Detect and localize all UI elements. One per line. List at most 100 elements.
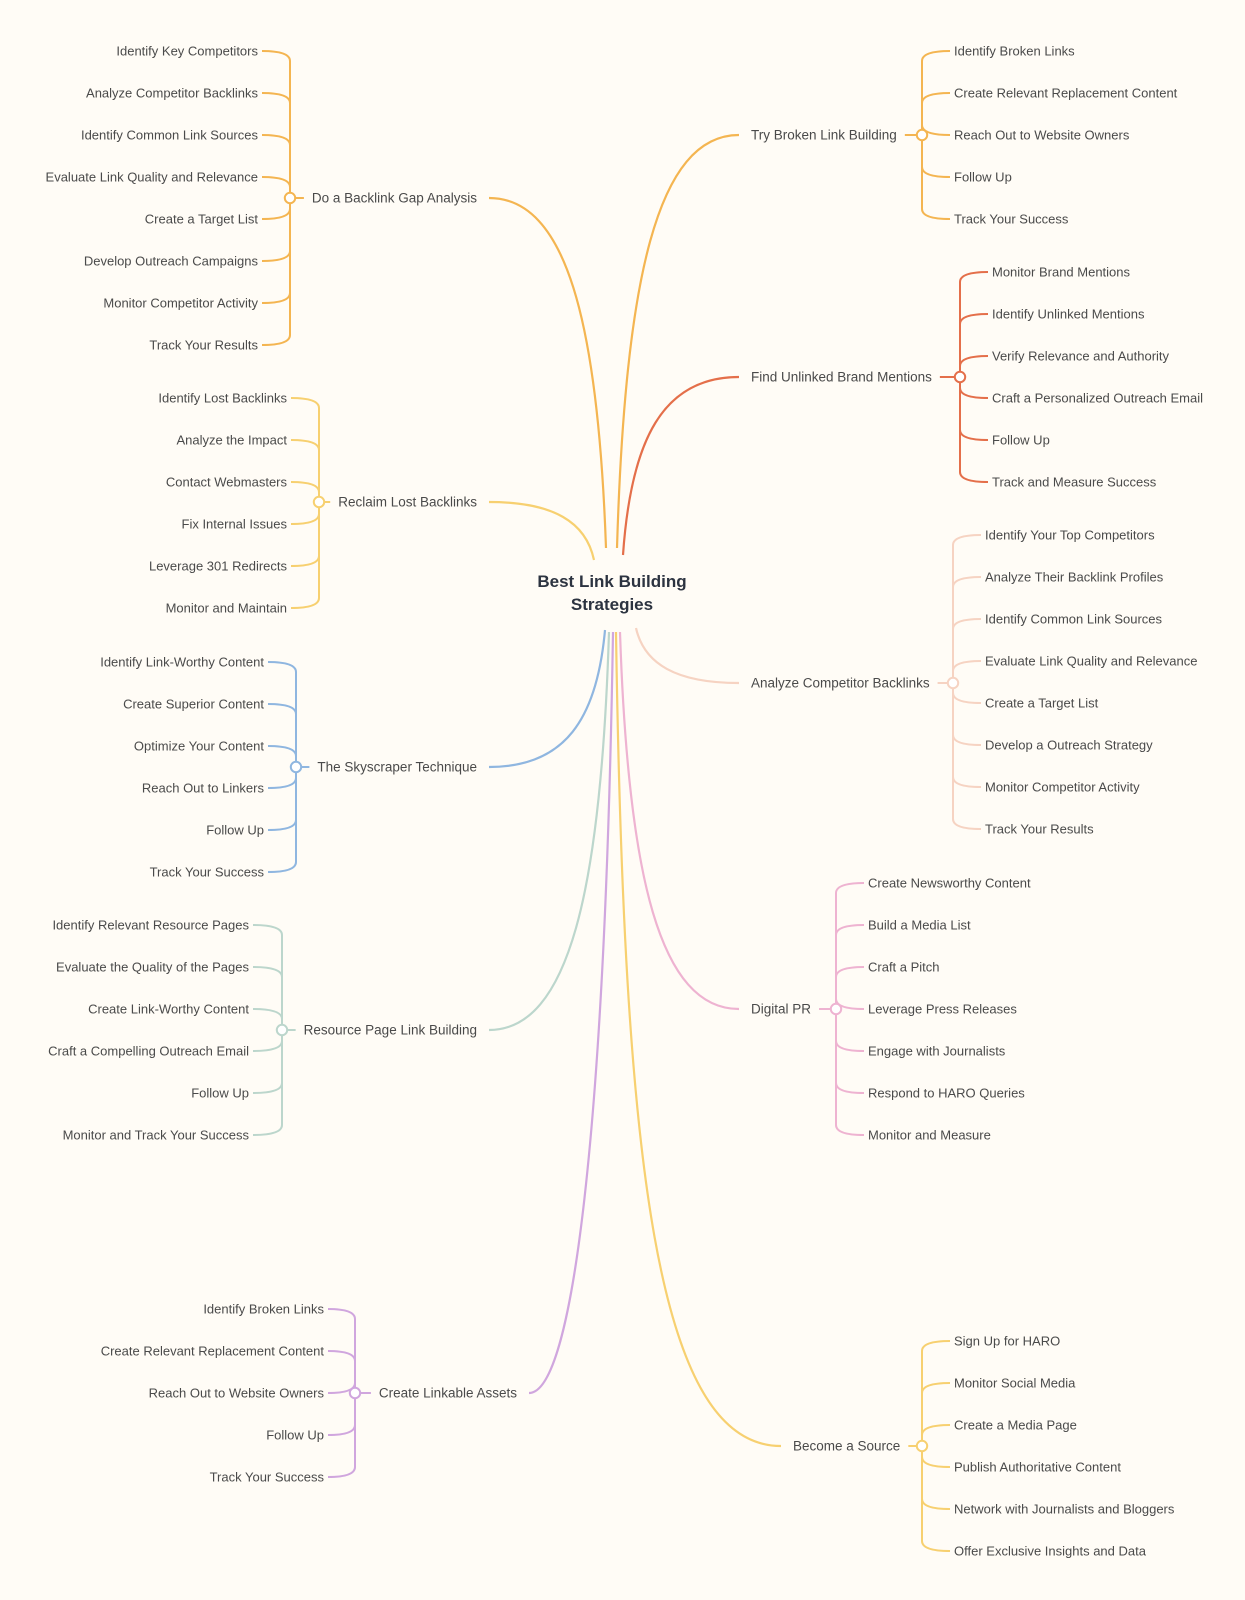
leaf-unlinked-mentions-6[interactable]: Track and Measure Success [992, 475, 1157, 490]
leaf-become-source-6[interactable]: Offer Exclusive Insights and Data [954, 1544, 1147, 1559]
leaf-resource-page-3[interactable]: Create Link-Worthy Content [88, 1002, 249, 1017]
leaf-become-source-3[interactable]: Create a Media Page [954, 1418, 1077, 1433]
leaf-competitor-backlinks-6[interactable]: Develop a Outreach Strategy [985, 738, 1153, 753]
leaf-digital-pr-6[interactable]: Respond to HARO Queries [868, 1086, 1025, 1101]
branch-become-source: Become a Source Sign Up for HARO Monitor S… [793, 1334, 1175, 1559]
leaf-backlink-gap-8[interactable]: Track Your Results [149, 338, 258, 353]
branch-label-linkable-assets[interactable]: Create Linkable Assets [379, 1386, 517, 1401]
leaf-connector [261, 198, 291, 304]
leaf-skyscraper-4[interactable]: Reach Out to Linkers [142, 781, 265, 796]
hub-node-reclaim-lost[interactable] [312, 495, 326, 509]
branch-connector-resource-page [488, 631, 611, 1032]
leaf-competitor-backlinks-5[interactable]: Create a Target List [985, 696, 1099, 711]
leaf-connector [835, 1009, 865, 1136]
leaf-digital-pr-4[interactable]: Leverage Press Releases [868, 1002, 1017, 1017]
leaf-become-source-1[interactable]: Sign Up for HARO [954, 1334, 1060, 1349]
hub-node-unlinked-mentions[interactable] [953, 370, 967, 384]
leaf-linkable-assets-1[interactable]: Identify Broken Links [203, 1302, 324, 1317]
leaf-connector [921, 124, 951, 136]
leaf-reclaim-lost-4[interactable]: Fix Internal Issues [182, 517, 288, 532]
leaf-broken-link-4[interactable]: Follow Up [954, 170, 1012, 185]
leaf-digital-pr-5[interactable]: Engage with Journalists [868, 1044, 1006, 1059]
branch-label-resource-page[interactable]: Resource Page Link Building [304, 1023, 477, 1038]
branch-label-broken-link[interactable]: Try Broken Link Building [751, 128, 897, 143]
hub-node-resource-page[interactable] [275, 1023, 289, 1037]
leaf-skyscraper-5[interactable]: Follow Up [206, 823, 264, 838]
leaf-competitor-backlinks-7[interactable]: Monitor Competitor Activity [985, 780, 1140, 795]
leaf-digital-pr-1[interactable]: Create Newsworthy Content [868, 876, 1031, 891]
leaf-skyscraper-3[interactable]: Optimize Your Content [134, 739, 264, 754]
leaf-reclaim-lost-2[interactable]: Analyze the Impact [176, 433, 287, 448]
leaf-reclaim-lost-1[interactable]: Identify Lost Backlinks [158, 391, 287, 406]
leaf-skyscraper-1[interactable]: Identify Link-Worthy Content [100, 655, 264, 670]
leaf-connector [835, 1009, 865, 1052]
leaf-connector [959, 271, 989, 377]
leaf-resource-page-4[interactable]: Craft a Compelling Outreach Email [48, 1044, 249, 1059]
root-node[interactable]: Best Link Building Strategies [537, 572, 686, 614]
leaf-backlink-gap-1[interactable]: Identify Key Competitors [116, 44, 258, 59]
hub-node-skyscraper[interactable] [289, 760, 303, 774]
leaf-unlinked-mentions-1[interactable]: Monitor Brand Mentions [992, 265, 1131, 280]
branch-label-become-source[interactable]: Become a Source [793, 1439, 900, 1454]
leaf-backlink-gap-3[interactable]: Identify Common Link Sources [81, 128, 259, 143]
leaf-become-source-4[interactable]: Publish Authoritative Content [954, 1460, 1121, 1475]
leaf-connector [252, 1030, 283, 1094]
leaf-backlink-gap-2[interactable]: Analyze Competitor Backlinks [86, 86, 258, 101]
leaf-linkable-assets-3[interactable]: Reach Out to Website Owners [149, 1386, 325, 1401]
leaf-broken-link-3[interactable]: Reach Out to Website Owners [954, 128, 1130, 143]
leaf-become-source-5[interactable]: Network with Journalists and Bloggers [954, 1502, 1175, 1517]
leaf-unlinked-mentions-2[interactable]: Identify Unlinked Mentions [992, 307, 1145, 322]
hub-node-backlink-gap[interactable] [283, 191, 297, 205]
leaf-unlinked-mentions-5[interactable]: Follow Up [992, 433, 1050, 448]
hub-node-broken-link[interactable] [915, 128, 929, 142]
leaf-linkable-assets-5[interactable]: Track Your Success [210, 1470, 325, 1485]
branch-competitor-backlinks: Analyze Competitor Backlinks Identify You… [751, 528, 1197, 837]
branch-label-skyscraper[interactable]: The Skyscraper Technique [317, 760, 477, 775]
hub-node-digital-pr[interactable] [829, 1002, 843, 1016]
leaf-linkable-assets-4[interactable]: Follow Up [266, 1428, 324, 1443]
leaf-backlink-gap-4[interactable]: Evaluate Link Quality and Relevance [46, 170, 258, 185]
leaf-reclaim-lost-3[interactable]: Contact Webmasters [166, 475, 288, 490]
leaf-reclaim-lost-5[interactable]: Leverage 301 Redirects [149, 559, 288, 574]
leaf-become-source-2[interactable]: Monitor Social Media [954, 1376, 1076, 1391]
leaf-backlink-gap-6[interactable]: Develop Outreach Campaigns [84, 254, 259, 269]
leaf-connector [252, 924, 283, 1030]
leaf-digital-pr-3[interactable]: Craft a Pitch [868, 960, 940, 975]
leaf-skyscraper-6[interactable]: Track Your Success [150, 865, 265, 880]
hub-node-become-source[interactable] [915, 1439, 929, 1453]
leaf-digital-pr-7[interactable]: Monitor and Measure [868, 1128, 991, 1143]
branch-label-reclaim-lost[interactable]: Reclaim Lost Backlinks [338, 495, 477, 510]
leaf-resource-page-5[interactable]: Follow Up [191, 1086, 249, 1101]
leaf-unlinked-mentions-4[interactable]: Craft a Personalized Outreach Email [992, 391, 1203, 406]
leaf-broken-link-5[interactable]: Track Your Success [954, 212, 1069, 227]
leaf-connector [921, 1446, 951, 1510]
leaf-linkable-assets-2[interactable]: Create Relevant Replacement Content [101, 1344, 325, 1359]
leaf-broken-link-2[interactable]: Create Relevant Replacement Content [954, 86, 1178, 101]
leaf-unlinked-mentions-3[interactable]: Verify Relevance and Authority [992, 349, 1170, 364]
leaf-connector [921, 1446, 951, 1552]
leaf-backlink-gap-5[interactable]: Create a Target List [145, 212, 259, 227]
leaf-broken-link-1[interactable]: Identify Broken Links [954, 44, 1075, 59]
leaf-competitor-backlinks-3[interactable]: Identify Common Link Sources [985, 612, 1163, 627]
branch-connector-broken-link [615, 133, 740, 549]
leaf-competitor-backlinks-4[interactable]: Evaluate Link Quality and Relevance [985, 654, 1197, 669]
mind-map-nodes: Do a Backlink Gap Analysis Identify Key C… [46, 44, 1204, 1559]
leaf-resource-page-6[interactable]: Monitor and Track Your Success [63, 1128, 250, 1143]
branch-label-digital-pr[interactable]: Digital PR [751, 1002, 811, 1017]
leaf-connector [267, 767, 297, 873]
leaf-resource-page-1[interactable]: Identify Relevant Resource Pages [52, 918, 249, 933]
leaf-backlink-gap-7[interactable]: Monitor Competitor Activity [103, 296, 258, 311]
leaf-competitor-backlinks-1[interactable]: Identify Your Top Competitors [985, 528, 1155, 543]
branch-label-competitor-backlinks[interactable]: Analyze Competitor Backlinks [751, 676, 930, 691]
leaf-competitor-backlinks-2[interactable]: Analyze Their Backlink Profiles [985, 570, 1164, 585]
hub-node-competitor-backlinks[interactable] [946, 676, 960, 690]
leaf-resource-page-2[interactable]: Evaluate the Quality of the Pages [56, 960, 249, 975]
leaf-skyscraper-2[interactable]: Create Superior Content [123, 697, 264, 712]
hub-node-linkable-assets[interactable] [348, 1386, 362, 1400]
leaf-reclaim-lost-6[interactable]: Monitor and Maintain [166, 601, 287, 616]
branch-label-backlink-gap[interactable]: Do a Backlink Gap Analysis [312, 191, 477, 206]
leaf-competitor-backlinks-8[interactable]: Track Your Results [985, 822, 1094, 837]
branch-label-unlinked-mentions[interactable]: Find Unlinked Brand Mentions [751, 370, 932, 385]
leaf-digital-pr-2[interactable]: Build a Media List [868, 918, 971, 933]
